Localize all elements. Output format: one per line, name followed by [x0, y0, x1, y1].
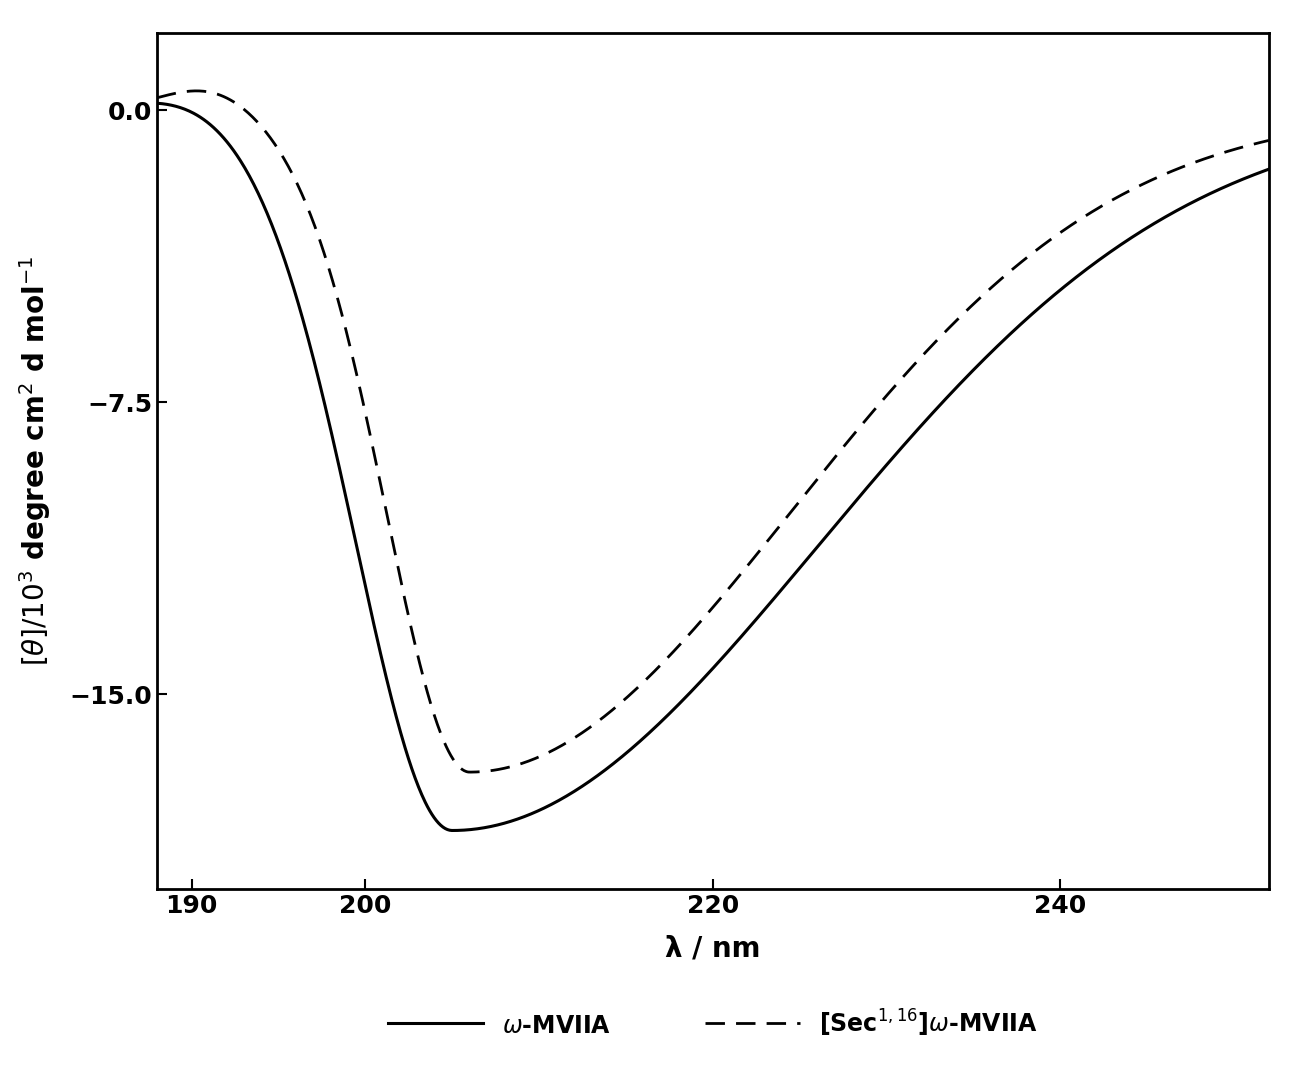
X-axis label: λ / nm: λ / nm — [664, 934, 761, 963]
Y-axis label: $[\theta]/10^3$ degree cm$^2$ d mol$^{-1}$: $[\theta]/10^3$ degree cm$^2$ d mol$^{-1… — [17, 256, 52, 666]
Legend: $\omega$-MVIIA, [Sec$^{1,16}$]$\omega$-MVIIA: $\omega$-MVIIA, [Sec$^{1,16}$]$\omega$-M… — [379, 998, 1046, 1048]
